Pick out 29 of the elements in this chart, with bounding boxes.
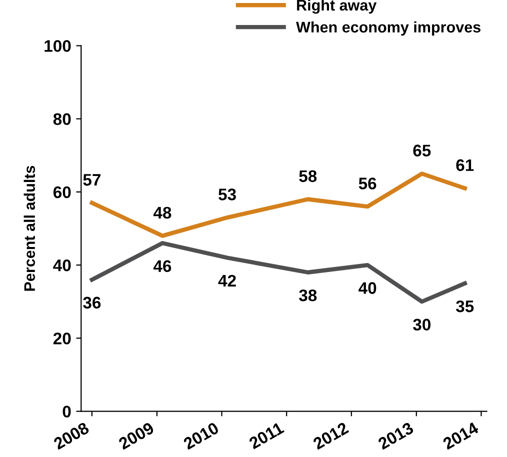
x-tick-label: 2013 bbox=[377, 422, 414, 450]
x-tick-label: 2012 bbox=[312, 422, 350, 450]
x-tick-label: 2010 bbox=[182, 422, 220, 450]
data-label: 36 bbox=[83, 296, 101, 309]
y-tick-label: 60 bbox=[53, 186, 71, 198]
y-tick-label: 80 bbox=[53, 113, 71, 126]
legend-label: When economy improves bbox=[296, 21, 480, 36]
y-tick-label: 0 bbox=[62, 406, 71, 418]
y-axis-title: Percent all adults bbox=[24, 166, 36, 291]
data-label: 48 bbox=[153, 206, 172, 219]
data-label: 57 bbox=[83, 174, 100, 186]
data-label: 40 bbox=[358, 282, 376, 294]
data-label: 35 bbox=[456, 300, 474, 312]
x-tick-label: 2011 bbox=[248, 422, 285, 450]
x-tick-label: 2014 bbox=[442, 421, 480, 450]
data-label: 61 bbox=[456, 159, 474, 172]
data-label: 46 bbox=[153, 260, 172, 272]
y-tick-label: 20 bbox=[53, 332, 71, 344]
y-tick-label: 100 bbox=[44, 40, 71, 52]
data-label: 30 bbox=[413, 318, 430, 331]
data-label: 42 bbox=[218, 274, 236, 286]
data-label: 38 bbox=[299, 289, 317, 302]
x-tick-label: 2008 bbox=[52, 422, 90, 450]
y-tick-label: 40 bbox=[53, 259, 71, 272]
data-label: 56 bbox=[358, 178, 376, 190]
data-label: 53 bbox=[218, 188, 236, 200]
data-label: 65 bbox=[413, 144, 431, 156]
data-label: 58 bbox=[299, 170, 317, 182]
x-tick-label: 2009 bbox=[118, 422, 155, 450]
